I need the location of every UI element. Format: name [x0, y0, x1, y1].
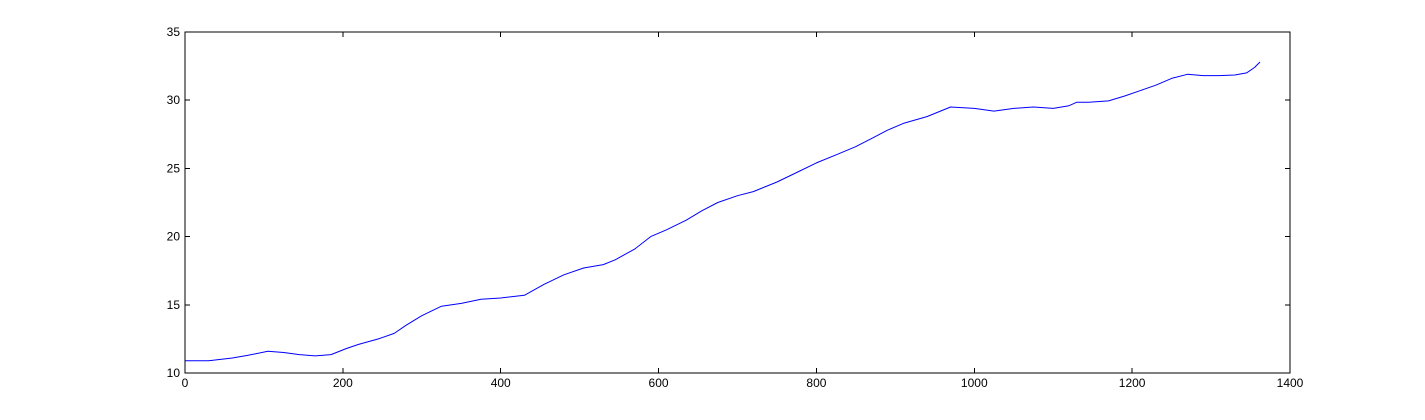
y-tick-label: 30: [167, 93, 181, 107]
y-tick-label: 35: [167, 25, 181, 39]
x-tick-label: 400: [491, 376, 511, 390]
x-tick-label: 200: [333, 376, 353, 390]
x-tick-label: 0: [182, 376, 189, 390]
series-line: [185, 61, 1261, 362]
x-tick-label: 800: [806, 376, 826, 390]
x-tick-label: 1400: [1277, 376, 1304, 390]
y-tick-label: 10: [167, 366, 181, 380]
plot-area: [185, 61, 1261, 362]
plot-frame: [184, 31, 1291, 374]
y-tick-label: 20: [167, 230, 181, 244]
y-tick-label: 15: [167, 298, 181, 312]
x-tick-label: 1000: [961, 376, 988, 390]
x-tick-label: 1200: [1119, 376, 1146, 390]
x-tick-label: 600: [649, 376, 669, 390]
axes: [184, 31, 1291, 374]
y-tick-label: 25: [167, 161, 181, 175]
ticks: 0 200 400 600 800 1000 1200 1400 10 15 20 25 30 35: [167, 25, 1304, 390]
